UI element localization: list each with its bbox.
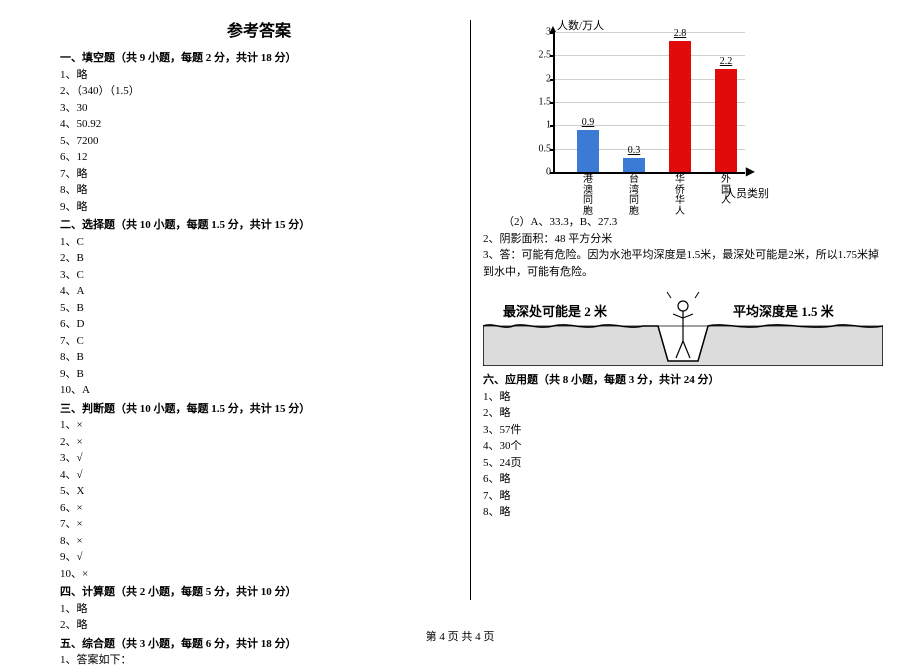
chart-bar: 2.2 (715, 69, 737, 172)
page-title: 参考答案 (60, 20, 458, 44)
s3-item: 5、X (60, 483, 458, 500)
s2-item: 6、D (60, 316, 458, 333)
y-tick-label: 2 (527, 71, 551, 86)
s6-item: 2、略 (483, 405, 880, 422)
s5-item: 1、答案如下： (60, 652, 458, 669)
page-footer: 第 4 页 共 4 页 (0, 628, 920, 644)
section-3-head: 三、判断题（共 10 小题，每题 1.5 分，共计 15 分） (60, 401, 458, 418)
s2-item: 3、C (60, 267, 458, 284)
bar-value-label: 2.2 (720, 54, 733, 69)
chart-bar: 0.9 (577, 130, 599, 172)
s6-item: 7、略 (483, 488, 880, 505)
s1-item: 8、略 (60, 182, 458, 199)
y-tick-label: 0 (527, 165, 551, 180)
bar-category-label: 台 湾 同 胞 (619, 175, 649, 217)
pool-diagram: 最深处可能是 2 米 平均深度是 1.5 米 (483, 286, 880, 366)
s2-item: 9、B (60, 366, 458, 383)
s3-item: 4、√ (60, 467, 458, 484)
s5b-line3: 3、答：可能有危险。因为水池平均深度是1.5米，最深处可能是2米，所以1.75米… (483, 247, 880, 280)
bar-chart: 人数/万人 ▲ 00.511.522.530.9港 澳 同 胞0.3台 湾 同 … (513, 24, 880, 214)
y-tick-label: 0.5 (527, 141, 551, 156)
bar-value-label: 0.3 (628, 143, 641, 158)
s3-item: 1、× (60, 417, 458, 434)
s6-item: 6、略 (483, 471, 880, 488)
s2-item: 4、A (60, 283, 458, 300)
bar-value-label: 2.8 (674, 26, 687, 41)
chart-bar: 2.8 (669, 41, 691, 172)
section-1-head: 一、填空题（共 9 小题，每题 2 分，共计 18 分） (60, 50, 458, 67)
s3-item: 9、√ (60, 549, 458, 566)
section-2-head: 二、选择题（共 10 小题，每题 1.5 分，共计 15 分） (60, 217, 458, 234)
chart-bar: 0.3 (623, 158, 645, 172)
s6-item: 3、57件 (483, 422, 880, 439)
s2-item: 7、C (60, 333, 458, 350)
y-tick-label: 1 (527, 118, 551, 133)
bar-value-label: 0.9 (582, 115, 595, 130)
bar-category-label: 华 侨 华 人 (665, 175, 695, 217)
s2-item: 2、B (60, 250, 458, 267)
s6-item: 8、略 (483, 504, 880, 521)
s3-item: 3、√ (60, 450, 458, 467)
s6-item: 1、略 (483, 389, 880, 406)
chart-x-title: 人员类别 (725, 186, 769, 203)
s1-item: 2、（340）（1.5） (60, 83, 458, 100)
s3-item: 8、× (60, 533, 458, 550)
s3-item: 7、× (60, 516, 458, 533)
arrow-right-icon: ▶ (746, 162, 755, 180)
s1-item: 7、略 (60, 166, 458, 183)
s6-item: 5、24页 (483, 455, 880, 472)
s1-item: 4、50.92 (60, 116, 458, 133)
s3-item: 2、× (60, 434, 458, 451)
s5b-line2: 2、阴影面积：48 平方分米 (483, 231, 880, 248)
section-6-head: 六、应用题（共 8 小题，每题 3 分，共计 24 分） (483, 372, 880, 389)
s1-item: 9、略 (60, 199, 458, 216)
s1-item: 1、略 (60, 67, 458, 84)
two-column-layout: 参考答案 一、填空题（共 9 小题，每题 2 分，共计 18 分） 1、略 2、… (60, 20, 880, 600)
s4-item: 1、略 (60, 601, 458, 618)
s1-item: 5、7200 (60, 133, 458, 150)
y-tick-label: 1.5 (527, 95, 551, 110)
s2-item: 8、B (60, 349, 458, 366)
s1-item: 6、12 (60, 149, 458, 166)
s1-item: 3、30 (60, 100, 458, 117)
bar-category-label: 港 澳 同 胞 (573, 175, 603, 217)
pool-right-text: 平均深度是 1.5 米 (733, 304, 835, 319)
pool-left-text: 最深处可能是 2 米 (503, 304, 608, 319)
s2-item: 5、B (60, 300, 458, 317)
right-column: 人数/万人 ▲ 00.511.522.530.9港 澳 同 胞0.3台 湾 同 … (470, 20, 880, 600)
y-tick-label: 2.5 (527, 48, 551, 63)
s3-item: 6、× (60, 500, 458, 517)
section-4-head: 四、计算题（共 2 小题，每题 5 分，共计 10 分） (60, 584, 458, 601)
s2-item: 10、A (60, 382, 458, 399)
left-column: 参考答案 一、填空题（共 9 小题，每题 2 分，共计 18 分） 1、略 2、… (60, 20, 470, 600)
s3-item: 10、× (60, 566, 458, 583)
chart-plot-area: 00.511.522.530.9港 澳 同 胞0.3台 湾 同 胞2.8华 侨 … (553, 32, 745, 174)
page: 参考答案 一、填空题（共 9 小题，每题 2 分，共计 18 分） 1、略 2、… (0, 0, 920, 650)
s6-item: 4、30个 (483, 438, 880, 455)
s2-item: 1、C (60, 234, 458, 251)
y-tick-label: 3 (527, 25, 551, 40)
